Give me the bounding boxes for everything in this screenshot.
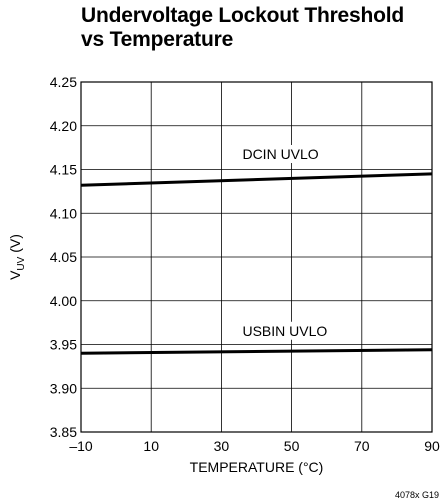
y-tick-label: 3.85 (50, 424, 77, 440)
series-label-1: USBIN UVLO (242, 323, 327, 339)
y-tick-label: 4.00 (50, 293, 77, 309)
y-tick-label: 4.25 (50, 74, 77, 90)
series-line-0 (80, 172, 433, 187)
y-axis-label-unit: (V) (7, 234, 23, 257)
series-line-1 (80, 348, 433, 355)
y-tick-label: 3.95 (50, 337, 77, 353)
y-tick-label: 4.10 (50, 205, 77, 221)
x-tick-labels: –10 10 30 50 70 90 (69, 438, 440, 454)
x-tick-label: 70 (354, 438, 370, 454)
series-label-background (238, 321, 332, 340)
figure-id: 4078x G19 (394, 490, 439, 500)
series-label-0: DCIN UVLO (242, 146, 318, 162)
x-tick-label: –10 (69, 438, 93, 454)
series-group: DCIN UVLO USBIN UVLO (80, 145, 433, 355)
x-tick-label: 90 (424, 438, 440, 454)
x-axis-label: TEMPERATURE (°C) (190, 459, 324, 475)
x-tick-label: 10 (143, 438, 159, 454)
chart-title-line-2: vs Temperature (81, 28, 234, 51)
x-tick-label: 50 (284, 438, 300, 454)
y-tick-labels: 3.85 3.90 3.95 4.00 4.05 4.10 4.15 4.20 4.25 (50, 74, 77, 440)
plot-frame (80, 81, 433, 433)
chart-title-line-1: Undervoltage Lockout Threshold (81, 4, 405, 27)
y-axis-label-main: V (7, 270, 23, 280)
x-tick-label: 30 (214, 438, 230, 454)
y-tick-label: 4.05 (50, 249, 77, 265)
y-tick-label: 4.20 (50, 118, 77, 134)
series-label-background (238, 145, 323, 163)
y-axis-label-sub: UV (16, 256, 27, 270)
chart-title: Undervoltage Lockout Threshold vs Temper… (81, 4, 441, 52)
y-tick-label: 3.90 (50, 380, 77, 396)
y-tick-label: 4.15 (50, 162, 77, 178)
y-axis-label: VUV (V) (7, 234, 27, 280)
grid (80, 81, 433, 433)
